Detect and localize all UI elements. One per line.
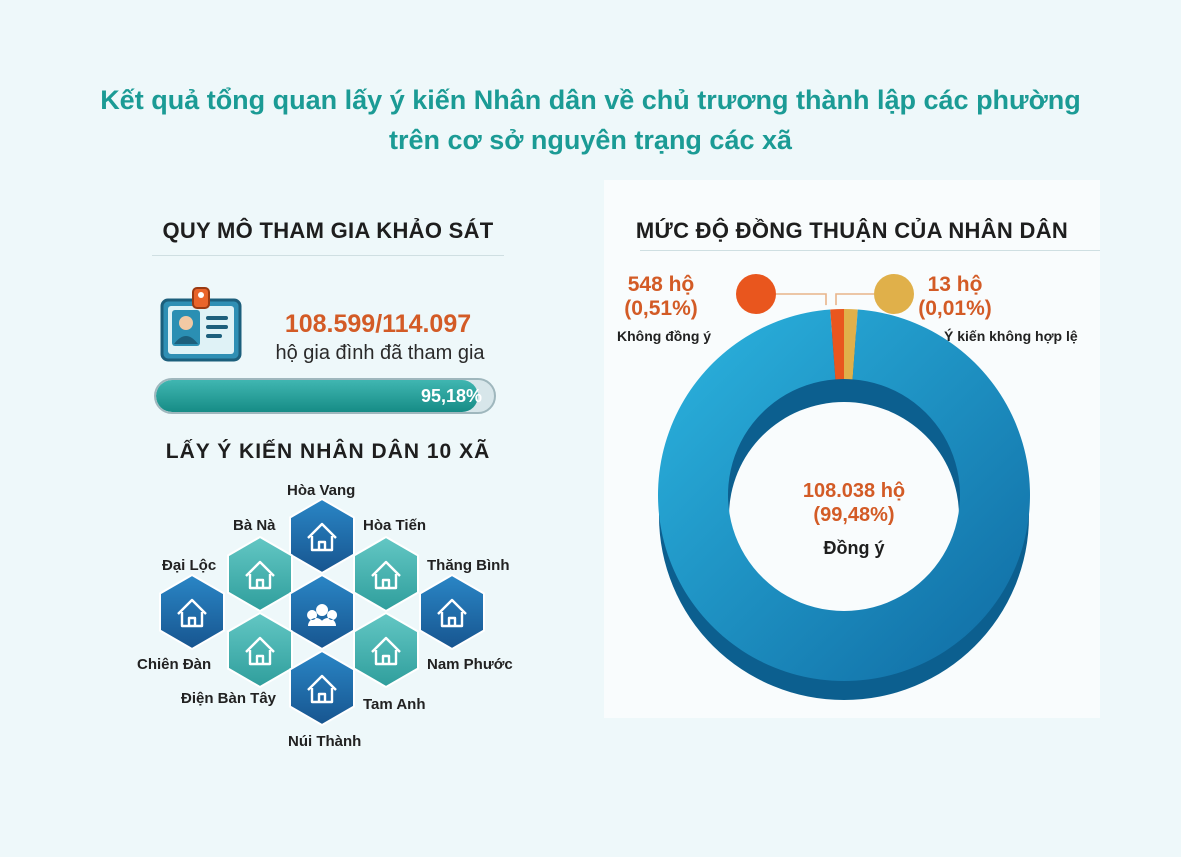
consensus-donut-chart bbox=[658, 274, 1030, 700]
hex-dien-ban-tay bbox=[227, 611, 293, 689]
consensus-divider bbox=[640, 250, 1100, 251]
hex-hoa-vang bbox=[289, 497, 355, 575]
slice-label-agree: Đồng ý bbox=[823, 538, 885, 558]
hex-thang-binh bbox=[419, 573, 485, 651]
donut-slice-invalid bbox=[844, 309, 858, 380]
legend-marker-disagree bbox=[736, 274, 776, 314]
leader-line-invalid bbox=[835, 293, 874, 306]
commune-hexagon-cluster bbox=[159, 497, 485, 727]
house-icon bbox=[437, 598, 467, 628]
commune-label-dai-loc: Đại Lộc bbox=[162, 557, 217, 574]
house-icon bbox=[307, 522, 337, 552]
commune-label-ba-na: Bà Nà bbox=[233, 517, 276, 534]
page-title-line-1: Kết quả tổng quan lấy ý kiến Nhân dân về… bbox=[100, 85, 1081, 115]
house-icon bbox=[307, 674, 337, 704]
id-card-icon bbox=[160, 287, 242, 362]
hex-center bbox=[289, 573, 355, 651]
slice-invalid-percent: (0,01%) bbox=[918, 297, 992, 320]
hex-dai-loc bbox=[159, 573, 225, 651]
house-icon bbox=[245, 560, 275, 590]
donut-slice-agree bbox=[658, 309, 1030, 681]
slice-agree-percent: (99,48%) bbox=[813, 504, 895, 526]
slice-invalid-households: 13 hộ bbox=[927, 273, 983, 296]
slice-label-disagree: Không đồng ý bbox=[617, 328, 712, 344]
commune-label-nam-phuoc: Nam Phước bbox=[427, 656, 513, 673]
survey-divider bbox=[152, 255, 504, 256]
slice-disagree-percent: (0,51%) bbox=[624, 297, 698, 320]
hex-hoa-tien bbox=[353, 535, 419, 613]
commune-label-chien-dan: Chiên Đàn bbox=[137, 656, 212, 673]
house-icon bbox=[177, 598, 207, 628]
slice-value-invalid: 13 hộ (0,01%) bbox=[910, 273, 1000, 321]
hex-ba-na bbox=[227, 535, 293, 613]
donut-slice-disagree bbox=[830, 309, 844, 380]
participation-rate: 95,18% bbox=[420, 386, 482, 406]
commune-label-thang-binh: Thăng Bình bbox=[427, 557, 510, 574]
slice-label-invalid: Ý kiến không hợp lệ bbox=[944, 328, 1078, 344]
participants-count: 108.599/114.097 bbox=[284, 310, 472, 338]
participants-label: hộ gia đình đã tham gia bbox=[275, 342, 485, 364]
commune-label-nui-thanh: Núi Thành bbox=[288, 733, 362, 750]
hex-nam-phuoc bbox=[353, 611, 419, 689]
page-title-line-2: trên cơ sở nguyên trạng các xã bbox=[388, 125, 793, 155]
page-title: Kết quả tổng quan lấy ý kiến Nhân dân về… bbox=[0, 80, 1181, 160]
donut-depth-hole bbox=[729, 402, 959, 630]
house-icon bbox=[371, 636, 401, 666]
participation-progress-bar: 95,18% bbox=[154, 378, 496, 414]
house-icon bbox=[371, 560, 401, 590]
consensus-heading: MỨC ĐỘ ĐỒNG THUẬN CỦA NHÂN DÂN bbox=[635, 218, 1069, 243]
commune-label-hoa-vang: Hòa Vang bbox=[287, 482, 356, 499]
slice-value-disagree: 548 hộ (0,51%) bbox=[612, 273, 710, 321]
slice-agree-households: 108.038 hộ bbox=[802, 480, 906, 502]
slice-value-agree: 108.038 hộ (99,48%) bbox=[744, 479, 964, 527]
people-group-icon bbox=[307, 604, 338, 626]
slice-disagree-households: 548 hộ bbox=[627, 273, 695, 296]
leader-line-disagree bbox=[776, 293, 827, 306]
survey-heading: QUY MÔ THAM GIA KHẢO SÁT bbox=[162, 218, 494, 243]
commune-label-hoa-tien: Hòa Tiến bbox=[363, 517, 427, 534]
hex-nui-thanh bbox=[289, 649, 355, 727]
commune-label-tam-anh: Tam Anh bbox=[363, 696, 426, 713]
house-icon bbox=[245, 636, 275, 666]
communes-heading: LẤY Ý KIẾN NHÂN DÂN 10 XÃ bbox=[165, 440, 491, 463]
legend-marker-invalid bbox=[874, 274, 914, 314]
commune-label-dien-ban-tay: Điện Bàn Tây bbox=[181, 690, 277, 707]
participation-progress-fill bbox=[156, 380, 478, 412]
